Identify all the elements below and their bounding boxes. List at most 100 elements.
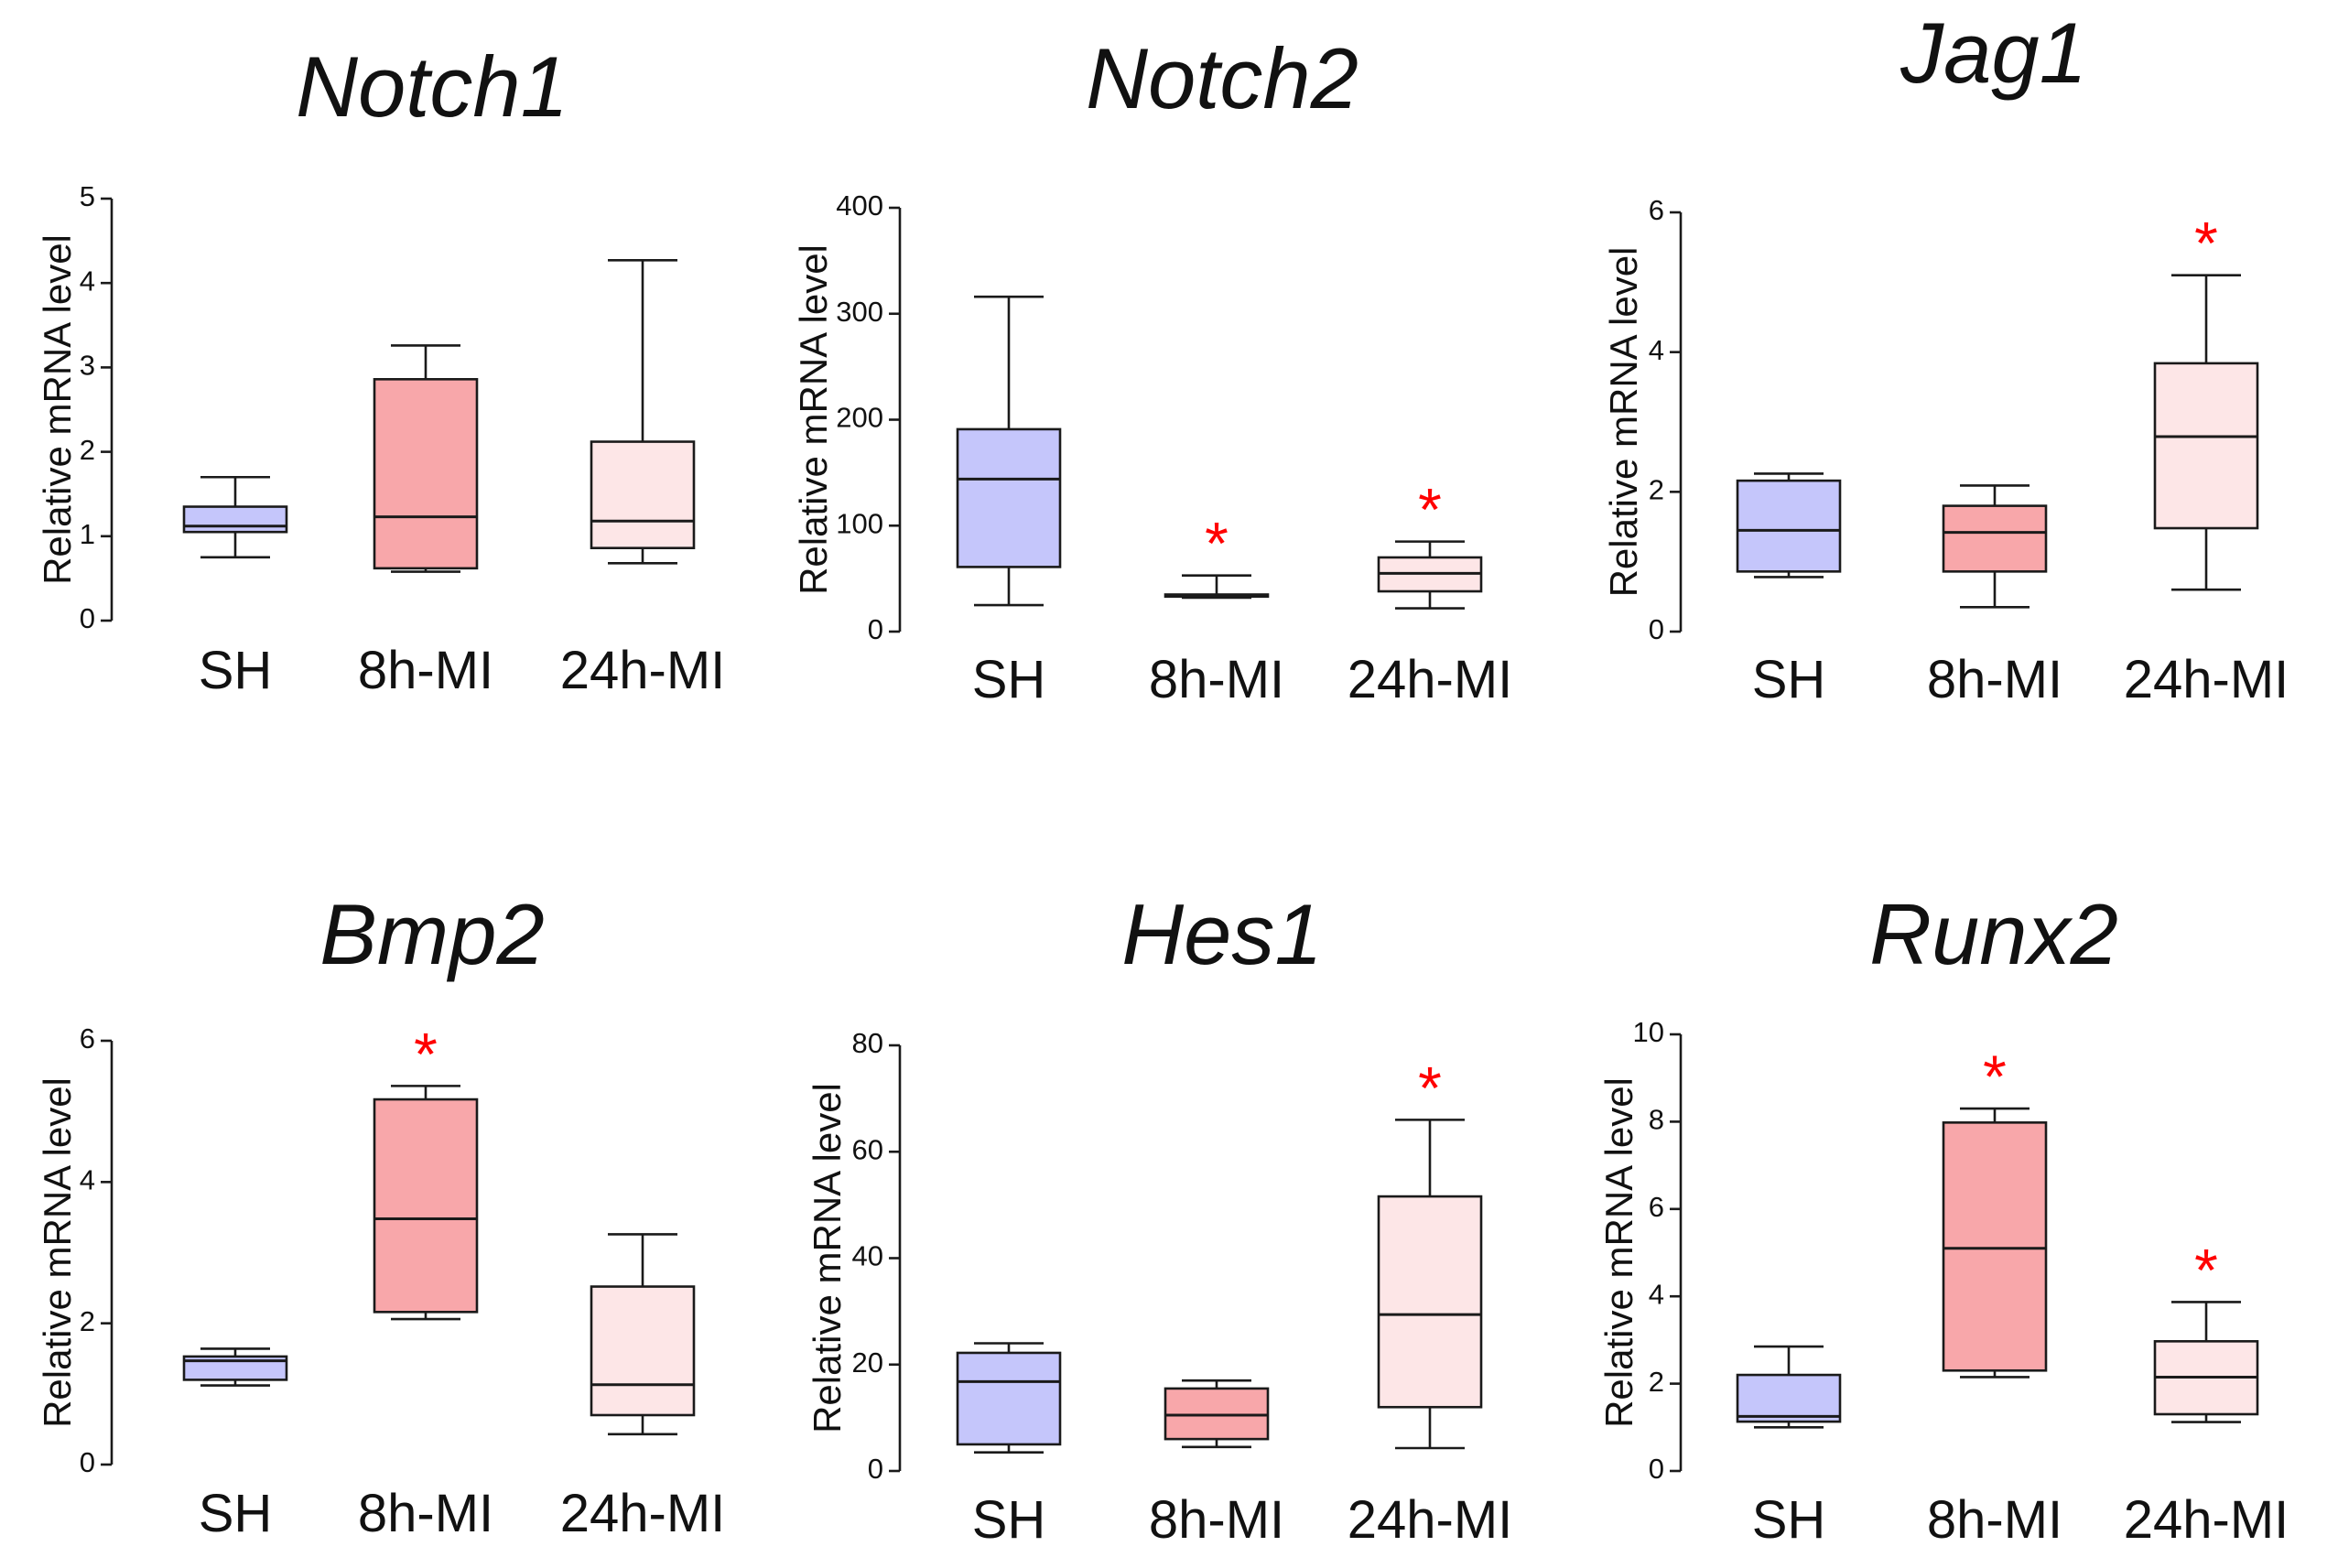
- box-8h-mi: *: [1164, 510, 1270, 600]
- y-tick-label: 6: [80, 1022, 95, 1054]
- y-tick-label: 100: [836, 507, 883, 539]
- iqr-box: [956, 427, 1062, 568]
- y-tick-label: 6: [1649, 194, 1664, 226]
- y-tick-label: 0: [1649, 1453, 1664, 1485]
- x-category-label: 8h-MI: [1927, 650, 2062, 709]
- y-tick-label: 5: [80, 180, 95, 212]
- x-category-label: 24h-MI: [560, 1484, 726, 1543]
- y-tick-label: 2: [80, 1305, 95, 1337]
- chart-title: Notch2: [1086, 30, 1358, 126]
- significance-marker: *: [1205, 510, 1229, 578]
- y-tick-label: 8: [1649, 1104, 1664, 1136]
- y-tick-label: 4: [1649, 334, 1664, 366]
- y-axis-label: Relative mRNA level: [36, 234, 79, 585]
- y-axis-label: Relative mRNA level: [1602, 247, 1645, 598]
- y-tick-label: 4: [80, 1164, 95, 1196]
- box-sh: [182, 1347, 288, 1387]
- box-8h-mi: [373, 344, 479, 573]
- box-24h-mi: [590, 259, 696, 565]
- box-24h-mi: *: [1377, 476, 1483, 610]
- x-category-label: 8h-MI: [1149, 1490, 1284, 1550]
- x-category-label: SH: [972, 650, 1046, 709]
- y-tick-label: 200: [836, 402, 883, 434]
- chart-panel-notch2: Notch2 Relative mRNA level 0 100 200 300 400 SH…: [792, 30, 1512, 709]
- y-tick-label: 0: [868, 1453, 883, 1485]
- box-sh: [1736, 1345, 1842, 1429]
- iqr-box: [373, 378, 479, 570]
- chart-title: Runx2: [1869, 886, 2118, 982]
- iqr-box: [956, 1351, 1062, 1446]
- chart-title: Notch1: [296, 38, 568, 135]
- y-axis-label: Relative mRNA level: [1597, 1077, 1640, 1428]
- significance-marker: *: [2194, 1236, 2218, 1303]
- box-8h-mi: *: [373, 1020, 479, 1321]
- y-tick-label: 0: [80, 1446, 95, 1478]
- x-category-label: SH: [1752, 1490, 1826, 1550]
- significance-marker: *: [414, 1020, 438, 1087]
- box-24h-mi: *: [2153, 210, 2259, 591]
- y-axis-label: Relative mRNA level: [806, 1083, 849, 1433]
- iqr-box: [1736, 1373, 1842, 1423]
- x-category-label: 24h-MI: [1348, 1490, 1513, 1550]
- chart-panel-hes1: Hes1 Relative mRNA level 0 20 40 60 80 SH 8h-MI *…: [806, 886, 1512, 1550]
- x-category-label: SH: [199, 1484, 273, 1543]
- box-8h-mi: *: [1942, 1043, 2048, 1379]
- iqr-box: [182, 505, 288, 534]
- box-24h-mi: *: [1377, 1054, 1483, 1450]
- y-tick-label: 10: [1633, 1016, 1664, 1048]
- iqr-box: [1942, 1121, 2048, 1372]
- chart-title: Hes1: [1121, 886, 1322, 982]
- box-sh: [956, 1342, 1062, 1454]
- y-axis-label: Relative mRNA level: [792, 244, 835, 595]
- box-8h-mi: [1942, 484, 2048, 609]
- iqr-box: [1736, 479, 1842, 573]
- box-24h-mi: *: [2153, 1236, 2259, 1423]
- y-tick-label: 2: [80, 434, 95, 466]
- significance-marker: *: [1418, 476, 1442, 544]
- y-tick-label: 40: [852, 1240, 883, 1272]
- x-category-label: SH: [199, 641, 273, 700]
- x-category-label: 8h-MI: [358, 1484, 493, 1543]
- x-category-label: 24h-MI: [2124, 650, 2289, 709]
- y-tick-label: 60: [852, 1133, 883, 1165]
- iqr-box: [2153, 362, 2259, 530]
- y-tick-label: 0: [1649, 613, 1664, 645]
- y-tick-label: 0: [868, 613, 883, 645]
- y-tick-label: 300: [836, 296, 883, 328]
- y-tick-label: 80: [852, 1027, 883, 1059]
- y-tick-label: 0: [80, 602, 95, 634]
- box-sh: [956, 295, 1062, 607]
- y-tick-label: 2: [1649, 1366, 1664, 1398]
- chart-title: Jag1: [1900, 5, 2087, 101]
- x-category-label: 24h-MI: [1348, 650, 1513, 709]
- y-axis-label: Relative mRNA level: [36, 1077, 79, 1428]
- iqr-box: [1942, 504, 2048, 573]
- x-category-label: 24h-MI: [2124, 1490, 2289, 1550]
- iqr-box: [590, 440, 696, 550]
- x-category-label: 8h-MI: [1927, 1490, 2062, 1550]
- iqr-box: [590, 1285, 696, 1417]
- y-tick-label: 2: [1649, 474, 1664, 506]
- y-tick-label: 4: [1649, 1278, 1664, 1310]
- y-tick-label: 20: [852, 1346, 883, 1379]
- significance-marker: *: [2194, 210, 2218, 277]
- box-8h-mi: [1164, 1379, 1270, 1449]
- chart-title: Bmp2: [319, 886, 545, 982]
- x-category-label: 8h-MI: [358, 641, 493, 700]
- box-sh: [182, 475, 288, 559]
- y-tick-label: 1: [80, 518, 95, 550]
- box-sh: [1736, 472, 1842, 579]
- y-tick-label: 400: [836, 189, 883, 222]
- y-tick-label: 4: [80, 265, 95, 297]
- x-category-label: 24h-MI: [560, 641, 726, 700]
- significance-marker: *: [1418, 1054, 1442, 1121]
- y-tick-label: 3: [80, 350, 95, 382]
- x-category-label: SH: [1752, 650, 1826, 709]
- chart-panel-runx2: Runx2 Relative mRNA level 0 2 4 6 8 10 SH * 8h-MI *…: [1597, 886, 2289, 1550]
- iqr-box: [1377, 1195, 1483, 1409]
- y-tick-label: 6: [1649, 1191, 1664, 1223]
